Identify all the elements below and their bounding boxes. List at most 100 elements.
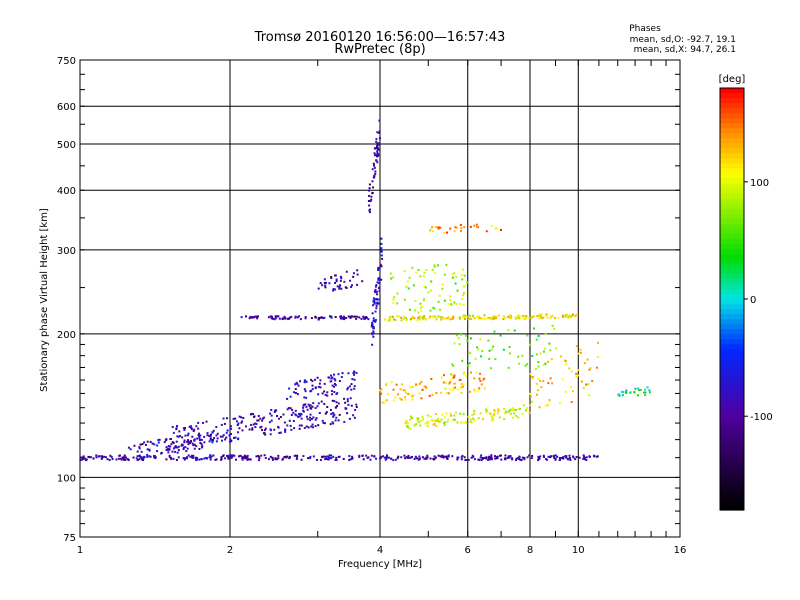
scatter-point [183,458,186,461]
scatter-point [420,397,423,400]
scatter-point [101,456,104,459]
scatter-point [216,437,219,440]
scatter-point [462,383,465,386]
scatter-point [378,137,381,140]
scatter-point [271,456,274,459]
x-tick-label: 6 [465,545,471,556]
scatter-point [471,414,474,417]
scatter-point [542,363,545,366]
scatter-point [448,382,451,385]
scatter-point [559,456,562,459]
scatter-point [418,318,421,321]
scatter-point [383,456,386,459]
scatter-point [526,363,529,366]
scatter-point [372,186,375,189]
scatter-point [293,427,296,430]
scatter-point [411,266,414,269]
scatter-point [177,456,180,459]
scatter-point [461,385,464,388]
scatter-point [342,316,345,319]
scatter-point [411,316,414,319]
scatter-point [355,371,358,374]
scatter-point [493,455,496,458]
scatter-point [264,433,267,436]
scatter-point [303,379,306,382]
scatter-point [419,424,422,427]
scatter-point [340,287,343,290]
scatter-point [419,275,422,278]
colorbar-segment [720,233,744,240]
scatter-point [245,315,248,318]
scatter-point [368,183,371,186]
scatter-point [176,424,179,427]
scatter-point [202,421,205,424]
colorbar-segment [720,93,744,99]
scatter-point [487,317,490,320]
scatter-point [209,437,212,440]
scatter-point [404,391,407,394]
scatter-point [324,412,327,415]
scatter-point [485,411,488,414]
scatter-point [270,419,273,422]
scatter-point [402,389,405,392]
scatter-point [310,378,313,381]
scatter-point [349,316,352,319]
scatter-point [473,377,476,380]
scatter-point [572,456,575,459]
scatter-point [385,454,388,457]
scatter-point [222,417,225,420]
scatter-point [648,391,651,394]
scatter-point [358,454,361,457]
scatter-point [349,279,352,282]
scatter-point [504,410,507,413]
scatter-point [439,455,442,458]
scatter-point [339,275,342,278]
scatter-point [376,145,379,148]
scatter-point [497,409,500,412]
scatter-point [209,458,212,461]
scatter-point [371,312,374,315]
scatter-point [344,286,347,289]
scatter-point [457,337,460,340]
scatter-point [256,315,259,318]
scatter-point [585,383,588,386]
scatter-point [455,275,458,278]
scatter-point [477,348,480,351]
scatter-point [256,317,259,320]
scatter-point [298,412,301,415]
scatter-point [637,387,640,390]
scatter-point [373,175,376,178]
scatter-point [203,441,206,444]
scatter-point [231,455,234,458]
scatter-point [335,278,338,281]
scatter-point [335,416,338,419]
scatter-point [440,418,443,421]
scatter-point [327,458,330,461]
scatter-point [400,456,403,459]
scatter-point [270,315,273,318]
scatter-point [544,458,547,461]
scatter-point [477,317,480,320]
scatter-point [411,395,414,398]
scatter-point [345,317,348,320]
scatter-point [336,404,339,407]
scatter-point [423,385,426,388]
scatter-point [491,415,494,418]
scatter-point [407,454,410,457]
scatter-point [465,281,468,284]
scatter-point [153,443,156,446]
scatter-point [564,455,567,458]
scatter-point [139,443,142,446]
scatter-point [230,427,233,430]
scatter-point [423,298,426,301]
scatter-point [429,315,432,318]
scatter-point [309,455,312,458]
scatter-point [506,411,509,414]
scatter-point [547,455,550,458]
scatter-point [241,420,244,423]
scatter-point [325,458,328,461]
scatter-point [380,392,383,395]
scatter-point [549,377,552,380]
scatter-point [394,396,397,399]
scatter-point [399,388,402,391]
